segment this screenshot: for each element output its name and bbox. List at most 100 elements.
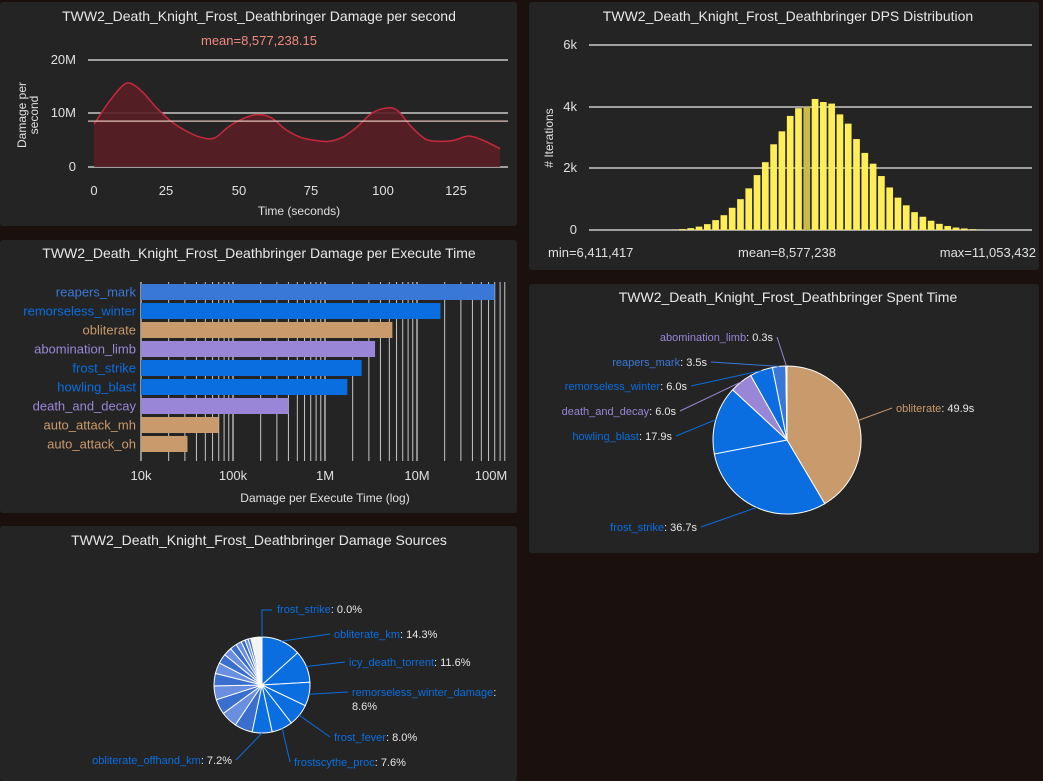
dist-bar xyxy=(919,216,927,230)
spent-label-value: : 6.0s xyxy=(660,381,687,393)
dps-xtick: 25 xyxy=(159,183,173,198)
dist-max-label: max=11,053,432 xyxy=(940,245,1036,260)
spent-label: death_and_decay: 6.0s xyxy=(562,406,677,418)
spent-label-name: frost_strike xyxy=(610,522,664,534)
spent-time-title: TWW2_Death_Knight_Frost_Deathbringer Spe… xyxy=(619,289,958,305)
exec-bar xyxy=(141,360,362,376)
dist-bar xyxy=(753,175,761,230)
sources-label-name: icy_death_torrent xyxy=(349,657,434,669)
dist-bar xyxy=(687,228,695,230)
spent-label-value: : 17.9s xyxy=(639,431,673,443)
sources-pie xyxy=(213,636,311,734)
spent-label: remorseless_winter: 6.0s xyxy=(565,381,688,393)
spent-time-chart: TWW2_Death_Knight_Frost_Deathbringer Spe… xyxy=(562,289,975,534)
sources-label: remorseless_winter_damage: xyxy=(352,687,496,699)
dist-ylabel: # Iterations xyxy=(542,108,556,167)
dist-bar xyxy=(820,102,827,230)
exec-xtick: 10k xyxy=(131,468,152,483)
dist-bar xyxy=(761,162,769,230)
sources-label: frost_fever: 8.0% xyxy=(334,732,417,744)
dist-mean-label: mean=8,577,238 xyxy=(738,245,836,260)
dist-bar xyxy=(770,144,777,230)
exec-category-label: frost_strike xyxy=(72,361,136,376)
exec-bar xyxy=(141,303,441,319)
dist-bar xyxy=(911,212,918,230)
dps-ylabel-line1: Damage per xyxy=(15,82,29,148)
exec-bars xyxy=(141,284,495,452)
exec-category-labels: reapers_mark remorseless_winter obliterate… xyxy=(23,285,136,452)
spent-label: frost_strike: 36.7s xyxy=(610,522,697,534)
execute-chart: TWW2_Death_Knight_Frost_Deathbringer Dam… xyxy=(23,245,507,505)
execute-panel: TWW2_Death_Knight_Frost_Deathbringer Dam… xyxy=(0,240,517,513)
dist-bar xyxy=(737,199,744,230)
dist-bar xyxy=(844,123,852,230)
sources-label-value: : 8.0% xyxy=(386,732,417,744)
dps-xtick: 75 xyxy=(304,183,318,198)
spent-leader xyxy=(710,361,780,367)
sources-leader xyxy=(261,609,272,637)
spent-label: abomination_limb: 0.3s xyxy=(660,332,774,344)
dps-plot xyxy=(88,82,508,167)
spent-slice xyxy=(712,389,789,455)
dist-bar xyxy=(786,115,794,230)
dist-ytick: 6k xyxy=(563,37,577,52)
sources-label-value: : 7.6% xyxy=(375,757,406,769)
spent-label-value: : 49.9s xyxy=(941,403,975,415)
spent-label-name: remorseless_winter xyxy=(565,381,661,393)
damage-sources-panel: TWW2_Death_Knight_Frost_Deathbringer Dam… xyxy=(0,526,517,781)
dist-bar xyxy=(828,103,835,230)
exec-bar xyxy=(141,284,495,300)
dist-bar xyxy=(944,225,952,230)
exec-category-label: abomination_limb xyxy=(34,342,136,357)
exec-xtick: 1M xyxy=(316,468,334,483)
sources-label-value: : 14.3% xyxy=(400,629,438,641)
dist-bar xyxy=(803,106,811,230)
dist-ytick: 2k xyxy=(563,160,577,175)
dist-bar xyxy=(927,220,935,230)
sources-label-name: obliterate_km xyxy=(334,629,400,641)
sources-label-value: : 11.6% xyxy=(434,657,471,669)
spent-pie xyxy=(712,365,862,515)
dps-line xyxy=(93,82,501,150)
spent-leader xyxy=(858,407,893,421)
sources-label-name: frostscythe_proc xyxy=(294,757,375,769)
spent-slice xyxy=(785,365,788,441)
spent-leader xyxy=(700,507,757,528)
exec-category-label: reapers_mark xyxy=(56,285,137,300)
dps-ytick: 10M xyxy=(51,105,76,120)
sources-label-name: obliterate_offhand_km xyxy=(92,755,201,767)
dps-chart: TWW2_Death_Knight_Frost_Deathbringer Dam… xyxy=(15,8,508,218)
dps-mean-label: mean=8,577,238.15 xyxy=(201,33,317,48)
exec-bar xyxy=(141,322,393,338)
dist-bar xyxy=(952,227,960,230)
dist-bar xyxy=(861,152,869,230)
exec-xtick: 10M xyxy=(404,468,429,483)
spent-label-value: : 3.5s xyxy=(680,357,707,369)
spent-label: obliterate: 49.9s xyxy=(896,403,975,415)
dist-bar xyxy=(703,224,711,230)
dps-ylabel: Damage per second xyxy=(15,82,41,148)
spent-label-value: : 0.3s xyxy=(746,332,773,344)
dps-xtick: 125 xyxy=(445,183,467,198)
distribution-chart: TWW2_Death_Knight_Frost_Deathbringer DPS… xyxy=(542,8,1036,260)
dist-bar xyxy=(869,163,877,230)
dist-bar xyxy=(836,114,844,231)
exec-category-label: howling_blast xyxy=(57,380,136,395)
dps-ytick: 0 xyxy=(69,159,76,174)
dist-ytick: 4k xyxy=(563,99,577,114)
exec-category-label: auto_attack_mh xyxy=(43,418,136,433)
spent-label-name: death_and_decay xyxy=(562,406,650,418)
exec-category-label: obliterate xyxy=(83,323,136,338)
dist-bar xyxy=(778,131,786,230)
sources-label: frostscythe_proc: 7.6% xyxy=(294,757,406,769)
exec-xtick: 100k xyxy=(219,468,248,483)
sources-label-value: : 0.0% xyxy=(331,604,362,616)
spent-label-value: : 6.0s xyxy=(649,406,676,418)
sources-label: obliterate_km: 14.3% xyxy=(334,629,438,641)
execute-title: TWW2_Death_Knight_Frost_Deathbringer Dam… xyxy=(42,245,476,261)
dist-bar xyxy=(712,220,719,230)
dist-ytick: 0 xyxy=(570,222,577,237)
spent-label-name: abomination_limb xyxy=(660,332,746,344)
dist-bar xyxy=(720,215,728,230)
dps-xtick: 0 xyxy=(90,183,97,198)
